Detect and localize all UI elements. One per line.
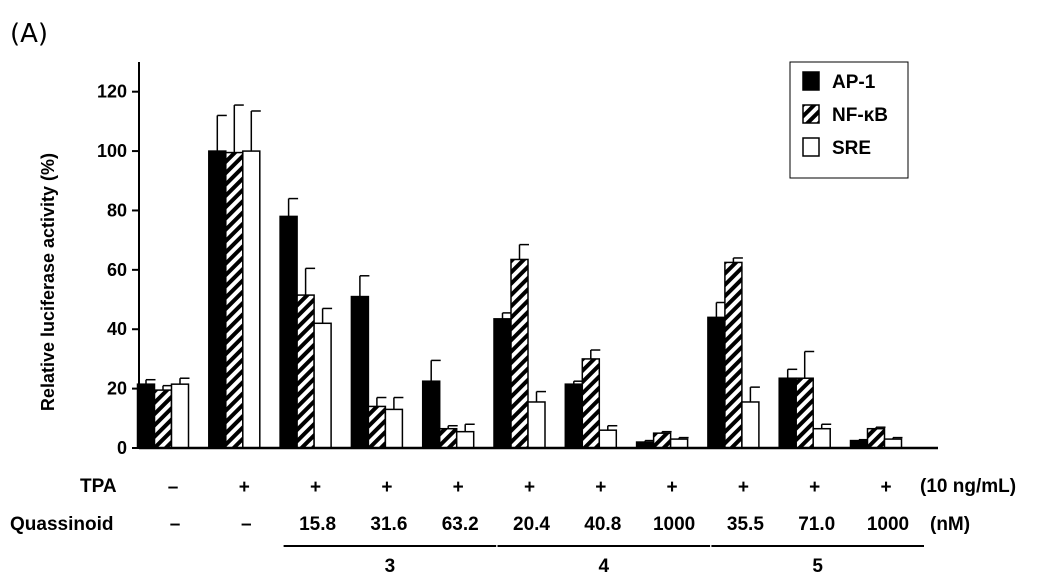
bar [812,427,831,449]
bar [598,429,618,449]
compound-label: 3 [385,556,396,577]
bar [741,401,760,449]
bar [225,151,244,449]
quassinoid-dose: 71.0 [798,514,835,535]
tpa-row-label: TPA [80,476,117,497]
tpa-value: + [595,477,606,498]
tpa-value: + [381,477,392,498]
bar [652,432,672,449]
bar [778,377,797,449]
bar [313,322,332,449]
quassinoid-dose: 15.8 [299,514,336,535]
y-axis-title: Relative luciferase activity (%) [38,153,58,411]
bar [296,294,315,449]
tpa-value: + [524,477,535,498]
quassinoid-row-label: Quassinoid [10,514,113,535]
bar [527,401,546,449]
bar [493,318,512,449]
tpa-value: + [809,477,820,498]
tpa-value: + [310,477,321,498]
quassinoid-dose: 63.2 [442,514,479,535]
quassinoid-dose: 20.4 [513,514,550,535]
legend-label: SRE [832,138,871,159]
bar [564,383,584,449]
legend: AP-1 NF-κB SRE [789,61,909,179]
bar [384,408,404,449]
quassinoid-dose: – [241,514,252,535]
tpa-value: + [880,477,891,498]
quassinoid-unit-label: (nM) [930,514,970,535]
tpa-value: – [168,477,179,498]
compound-label: 5 [812,556,823,577]
panel-label: (A) [10,19,48,49]
legend-swatch [802,137,820,157]
bar [455,430,475,449]
bar [170,383,190,449]
tpa-value: + [667,477,678,498]
tpa-value: + [738,477,749,498]
tpa-value: + [453,477,464,498]
legend-label: AP-1 [832,72,876,93]
tpa-value: + [239,477,250,498]
legend-label: NF-κB [832,105,888,126]
quassinoid-dose: 40.8 [584,514,621,535]
bar [208,150,227,449]
y-tick-label: 20 [107,379,127,399]
tpa-unit-label: (10 ng/mL) [920,476,1016,497]
bars [136,104,903,449]
compound-label: 4 [599,556,610,577]
quassinoid-dose: 31.6 [370,514,407,535]
y-axis-ticks: 0 20 40 60 80 100 120 [97,82,139,458]
bar [242,150,261,449]
bar [153,389,173,449]
y-tick-label: 80 [107,200,127,220]
bar [350,295,370,449]
bar [510,258,529,449]
y-tick-label: 0 [117,438,127,458]
bar [866,427,886,449]
bar [279,215,298,449]
bar [581,358,601,449]
quassinoid-dose: 1000 [867,514,909,535]
bar [883,438,903,449]
legend-swatch [802,104,820,124]
bar [707,316,726,449]
bar [136,383,156,449]
bar [795,377,814,449]
bar [421,380,441,449]
bar [438,427,458,449]
axes [138,62,938,450]
bar [724,261,743,449]
quassinoid-dose: – [170,514,181,535]
y-tick-label: 100 [97,141,127,161]
quassinoid-dose: 1000 [653,514,695,535]
bar [669,438,689,449]
condition-rows: TPA (10 ng/mL) Quassinoid (nM) – – + – +15.8… [10,476,1016,577]
bar [367,405,387,449]
quassinoid-dose: 35.5 [727,514,764,535]
legend-swatch [802,71,820,91]
y-tick-label: 40 [107,319,127,339]
y-tick-label: 60 [107,260,127,280]
y-tick-label: 120 [97,82,127,102]
